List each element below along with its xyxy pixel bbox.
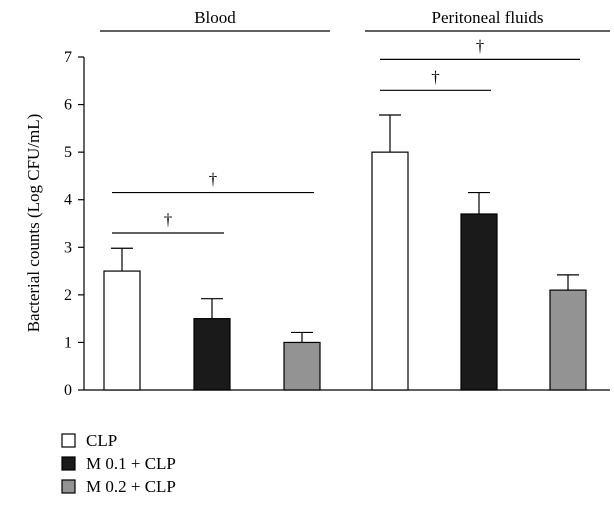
group-header-label: Blood [194,8,236,27]
legend: CLP M 0.1 + CLP M 0.2 + CLP [61,431,176,496]
legend-swatch [61,433,76,448]
significance-dagger: † [209,170,218,189]
legend-label: M 0.2 + CLP [86,477,176,496]
significance-dagger: † [476,36,485,55]
legend-label: CLP [86,431,117,450]
significance-dagger: † [164,210,173,229]
significance-markers: † † † † [112,36,580,234]
y-axis: 0 1 2 3 4 5 6 7 [64,49,610,399]
bar [460,213,498,391]
legend-label: M 0.1 + CLP [86,454,176,473]
y-axis-label: Bacterial counts (Log CFU/mL) [24,114,43,333]
y-tick-label: 7 [64,49,72,66]
legend-swatch [61,479,76,494]
y-tick-label: 0 [64,382,72,399]
group-header-label: Peritoneal fluids [432,8,544,27]
legend-swatch [61,456,76,471]
bar [371,151,409,391]
bar [103,270,141,391]
y-tick-label: 5 [64,144,72,161]
error-bars [111,114,579,343]
y-tick-label: 1 [64,334,72,351]
group-headers: Blood Peritoneal fluids [100,8,610,32]
bar [193,318,231,391]
bars [103,151,587,391]
significance-dagger: † [431,67,440,86]
bar [283,341,321,391]
bar [549,289,587,391]
y-tick-label: 4 [64,192,72,209]
y-tick-label: 6 [64,97,72,114]
y-tick-label: 3 [64,239,72,256]
y-tick-label: 2 [64,287,72,304]
